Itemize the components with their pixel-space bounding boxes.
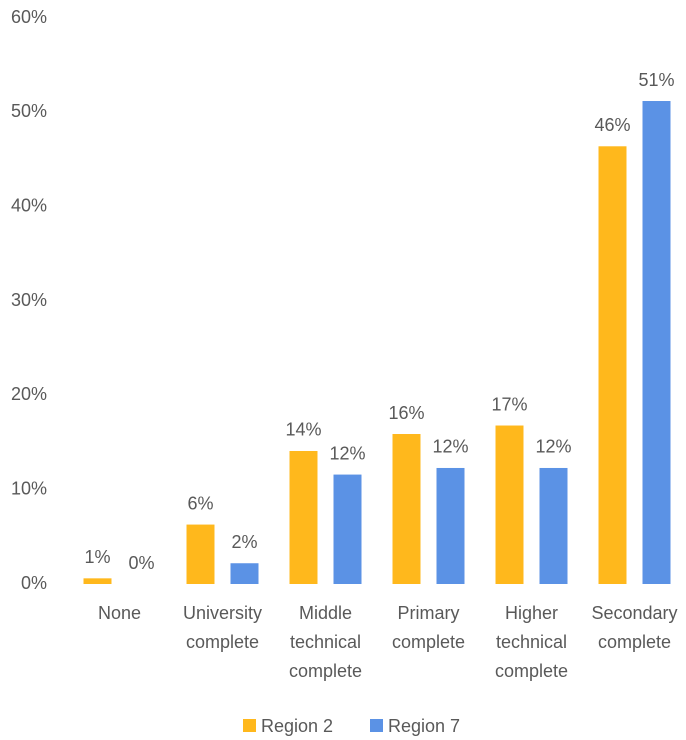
data-label: 2% [231, 532, 257, 552]
y-tick-label: 30% [11, 290, 47, 310]
data-label: 46% [594, 115, 630, 135]
y-tick-label: 50% [11, 101, 47, 121]
y-tick-label: 40% [11, 195, 47, 215]
legend-swatch [243, 719, 256, 732]
x-tick-label: University complete [183, 603, 262, 652]
y-tick-label: 0% [21, 573, 47, 593]
data-label: 51% [638, 70, 674, 90]
bar [495, 425, 524, 584]
data-label: 12% [535, 437, 571, 457]
data-label: 14% [285, 420, 321, 440]
data-label: 6% [187, 493, 213, 513]
bar [230, 563, 259, 584]
x-tick-label: None [98, 603, 141, 623]
y-tick-label: 60% [11, 7, 47, 27]
x-tick-label: Higher technical complete [495, 603, 568, 681]
legend-label: Region 7 [388, 716, 460, 736]
data-label: 12% [432, 437, 468, 457]
bar [333, 474, 362, 584]
bar [436, 467, 465, 584]
legend-label: Region 2 [261, 716, 333, 736]
y-tick-label: 10% [11, 478, 47, 498]
x-tick-label: Middle technical complete [289, 603, 362, 681]
bar [539, 467, 568, 584]
bar [83, 578, 112, 584]
data-label: 0% [128, 553, 154, 573]
legend-swatch [370, 719, 383, 732]
y-tick-label: 20% [11, 384, 47, 404]
data-label: 17% [491, 394, 527, 414]
data-label: 1% [84, 547, 110, 567]
bar [642, 101, 671, 584]
x-tick-label: Primary complete [392, 603, 465, 652]
data-label: 12% [329, 443, 365, 463]
bar [392, 434, 421, 584]
bar [186, 524, 215, 584]
x-tick-label: Secondary complete [591, 603, 677, 652]
bar [289, 450, 318, 584]
data-label: 16% [388, 403, 424, 423]
bar [598, 146, 627, 584]
